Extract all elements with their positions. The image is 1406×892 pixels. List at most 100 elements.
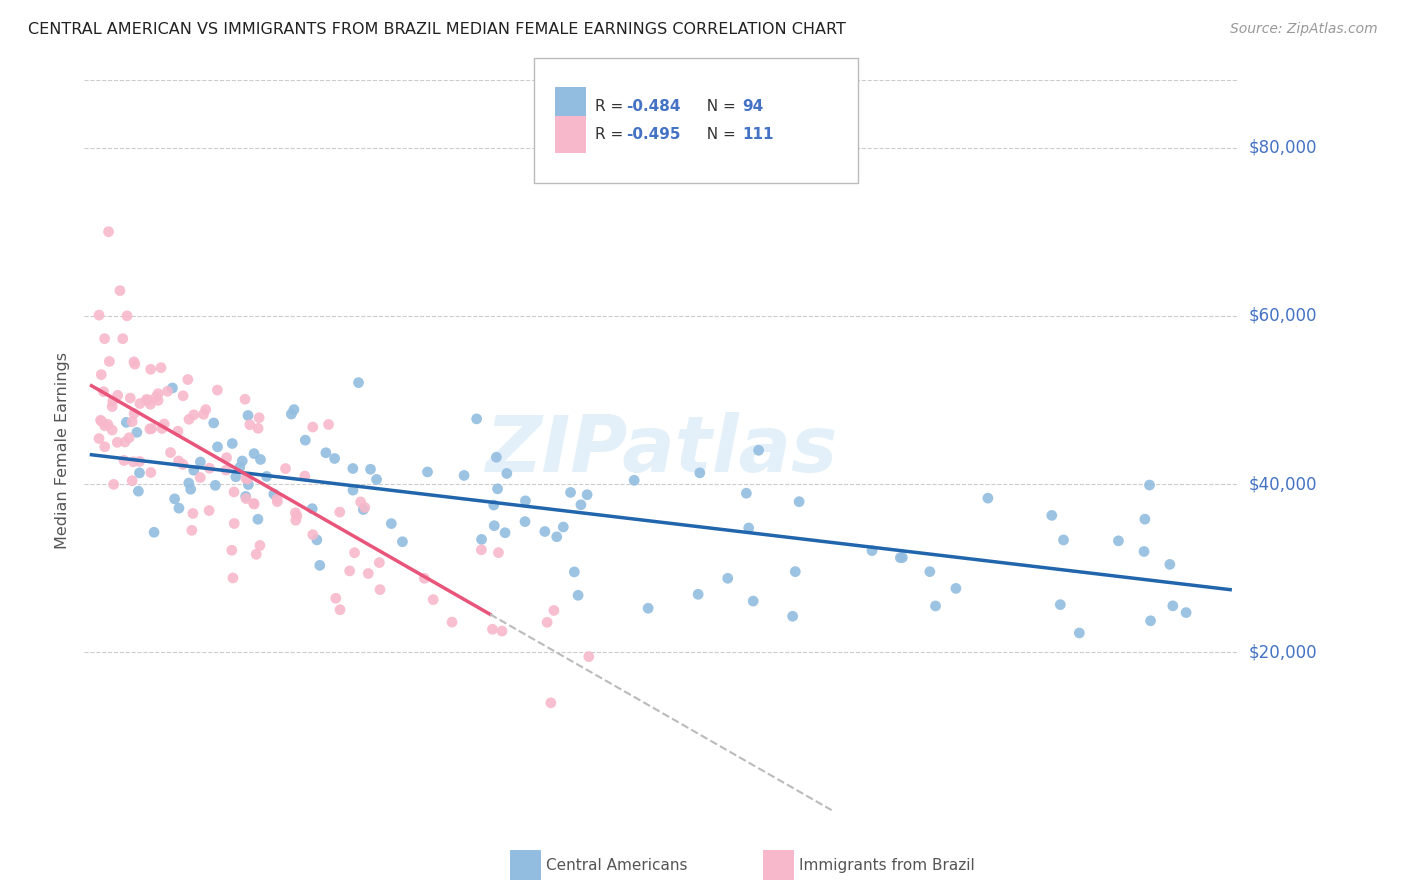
Point: [263, 487, 285, 501]
Point: [256, 469, 278, 483]
Point: [689, 466, 711, 480]
Point: [470, 542, 492, 557]
Point: [465, 412, 488, 426]
Point: [221, 436, 243, 450]
Point: [366, 472, 388, 486]
Point: [482, 498, 505, 512]
Point: [235, 491, 257, 506]
Point: [274, 461, 297, 475]
Point: [141, 421, 163, 435]
Point: [190, 455, 212, 469]
Point: [413, 571, 436, 585]
Point: [368, 556, 391, 570]
Point: [111, 332, 134, 346]
Point: [342, 461, 364, 475]
Point: [562, 565, 585, 579]
Point: [352, 502, 374, 516]
Point: [114, 435, 136, 450]
Point: [97, 225, 120, 239]
Text: $20,000: $20,000: [1249, 643, 1317, 661]
Point: [294, 469, 316, 483]
Point: [243, 447, 266, 461]
Point: [315, 446, 337, 460]
Point: [90, 414, 112, 428]
Point: [153, 417, 176, 431]
Point: [339, 564, 361, 578]
Point: [284, 513, 307, 527]
Point: [280, 407, 302, 421]
Text: 111: 111: [742, 128, 773, 142]
Point: [118, 431, 141, 445]
Point: [301, 501, 323, 516]
Point: [453, 468, 475, 483]
Y-axis label: Median Female Earnings: Median Female Earnings: [55, 352, 70, 549]
Point: [342, 483, 364, 497]
Point: [235, 471, 257, 485]
Point: [422, 592, 444, 607]
Text: 94: 94: [742, 99, 763, 113]
Point: [204, 478, 226, 492]
Point: [891, 550, 914, 565]
Point: [308, 558, 330, 573]
Point: [1107, 533, 1129, 548]
Point: [180, 524, 202, 538]
Point: [357, 566, 380, 581]
Point: [101, 394, 124, 409]
Point: [285, 508, 308, 523]
Point: [122, 407, 145, 421]
Point: [536, 615, 558, 630]
Point: [323, 451, 346, 466]
Point: [215, 450, 238, 465]
Point: [128, 454, 150, 468]
Point: [93, 440, 115, 454]
Point: [108, 284, 131, 298]
Point: [491, 624, 513, 638]
Point: [87, 432, 110, 446]
Point: [485, 450, 508, 465]
Point: [207, 440, 229, 454]
Point: [569, 498, 592, 512]
Text: Central Americans: Central Americans: [546, 858, 688, 872]
Point: [149, 360, 172, 375]
Text: ZIPatlas: ZIPatlas: [485, 412, 837, 489]
Point: [121, 415, 143, 429]
Point: [183, 463, 205, 477]
Point: [742, 594, 765, 608]
Point: [360, 462, 382, 476]
Point: [243, 497, 266, 511]
Point: [1159, 558, 1181, 572]
Point: [785, 565, 807, 579]
Point: [1133, 512, 1156, 526]
Point: [540, 696, 562, 710]
Point: [122, 455, 145, 469]
Point: [553, 520, 575, 534]
Point: [1052, 533, 1074, 547]
Point: [90, 413, 112, 427]
Point: [162, 381, 184, 395]
Point: [347, 376, 370, 390]
Point: [329, 505, 352, 519]
Point: [98, 354, 121, 368]
Point: [380, 516, 402, 531]
Point: [243, 497, 266, 511]
Point: [231, 454, 253, 468]
Point: [90, 368, 112, 382]
Point: [229, 460, 252, 475]
Point: [125, 425, 148, 440]
Point: [93, 384, 115, 399]
Point: [122, 355, 145, 369]
Point: [128, 396, 150, 410]
Text: N =: N =: [697, 99, 741, 113]
Point: [101, 400, 124, 414]
Point: [193, 407, 215, 421]
Point: [128, 466, 150, 480]
Point: [136, 392, 159, 407]
Point: [266, 492, 288, 507]
Point: [924, 599, 946, 613]
Point: [207, 383, 229, 397]
Point: [283, 402, 305, 417]
Point: [481, 622, 503, 636]
Point: [112, 453, 135, 467]
Point: [441, 615, 464, 629]
Point: [546, 530, 568, 544]
